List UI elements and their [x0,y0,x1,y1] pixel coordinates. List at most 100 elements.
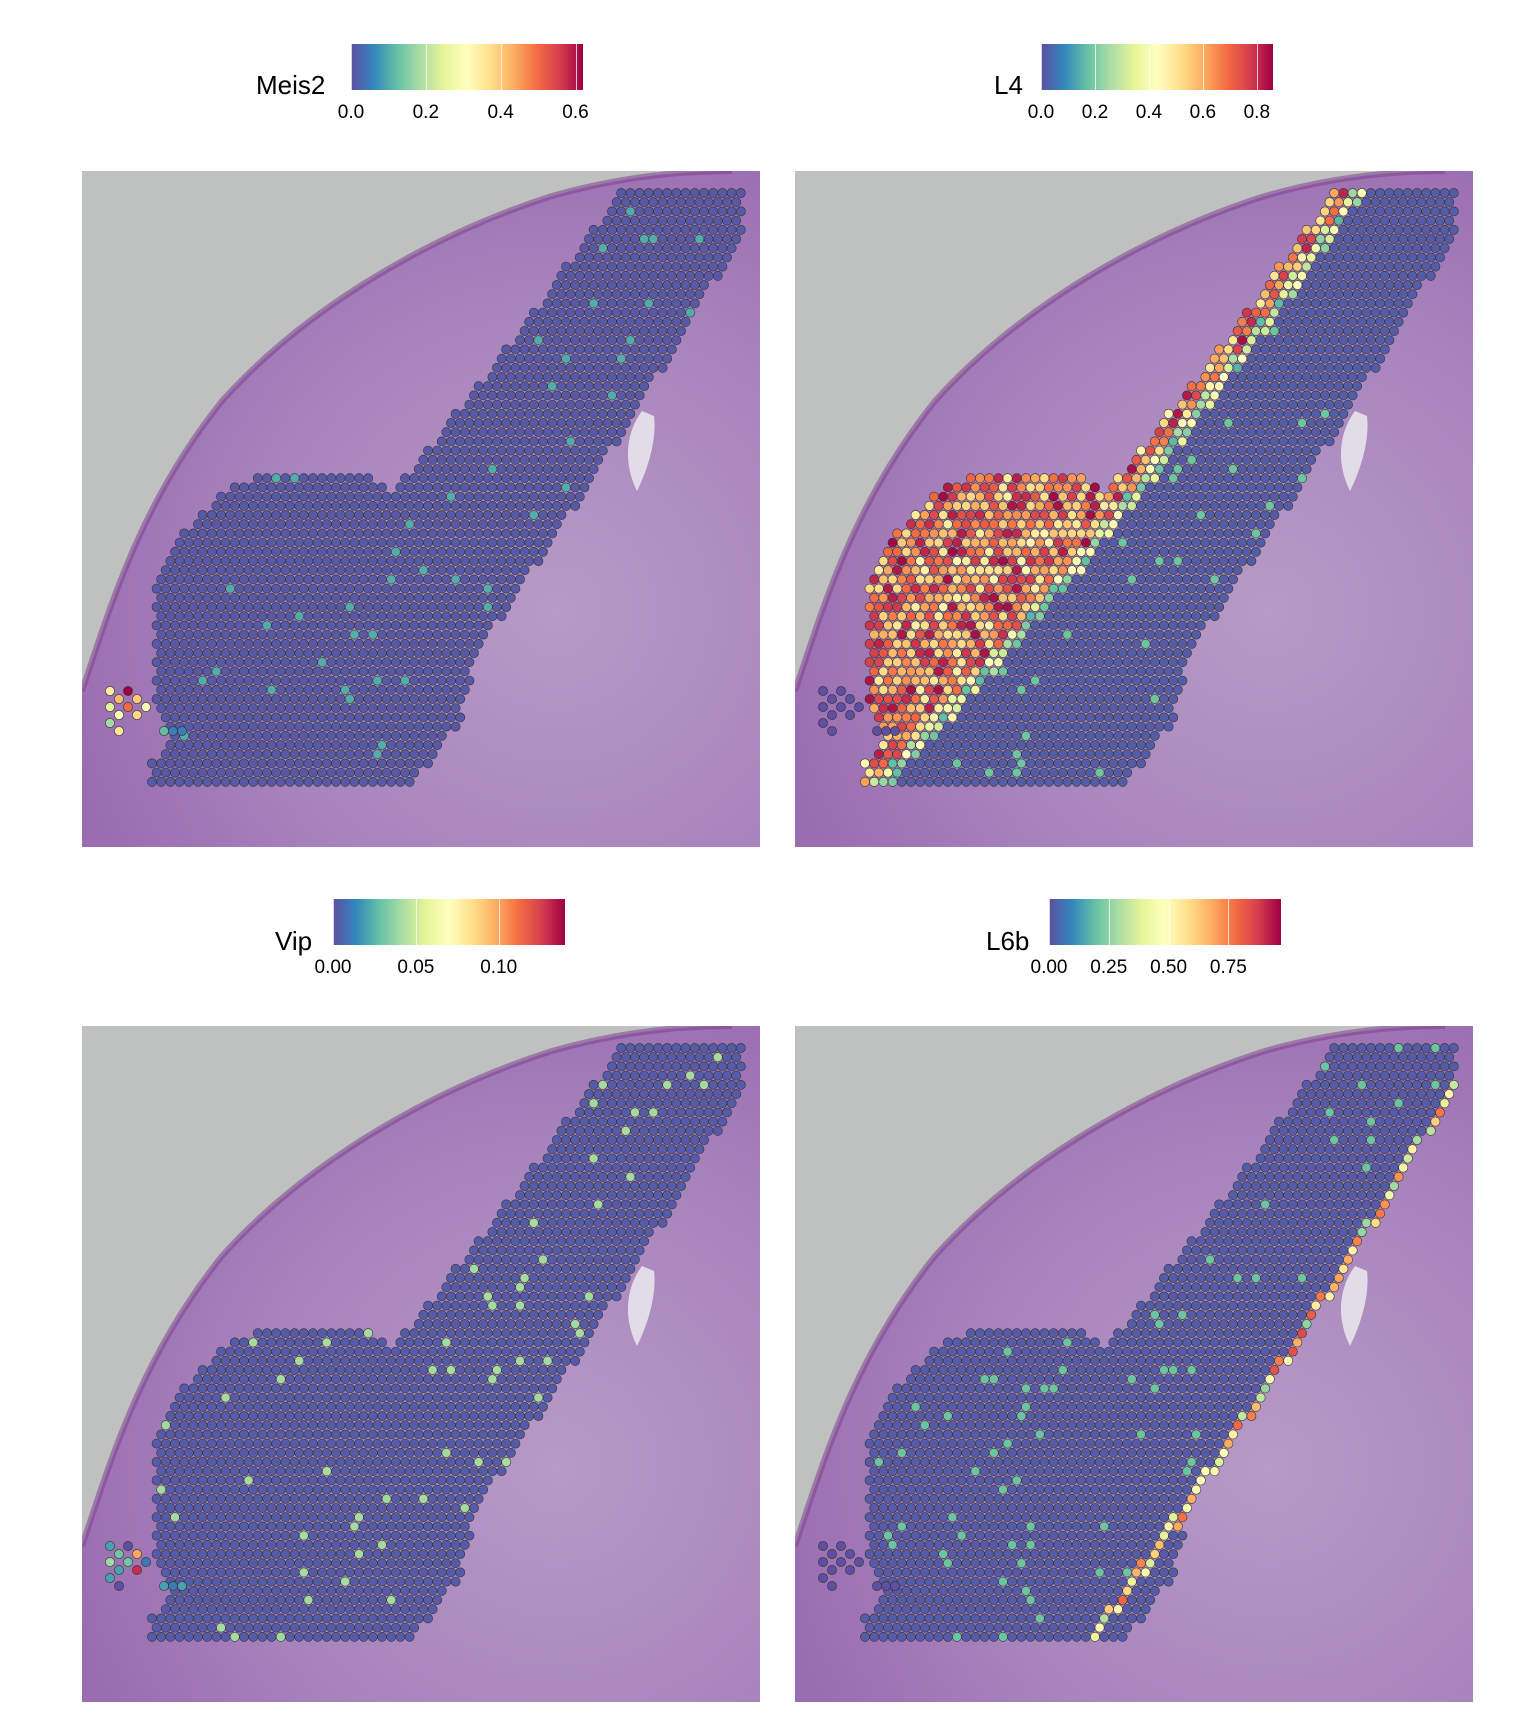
spot [427,602,438,612]
spot [1099,519,1110,530]
spot [1048,767,1059,778]
spot [298,1401,309,1412]
spot [160,1475,171,1486]
spot [1030,528,1041,539]
spot [1398,289,1409,300]
spot [400,1493,410,1504]
spot [326,528,337,539]
spot [648,344,659,355]
spot [441,592,452,603]
spot [538,326,548,336]
spot [257,721,268,732]
spot [275,556,286,566]
spot [1062,740,1073,750]
spot [243,1383,254,1394]
spot [524,500,535,511]
spot [501,1438,512,1449]
spot [630,1181,640,1191]
spot [344,1328,355,1339]
spot [528,1254,539,1265]
spot [487,611,498,622]
spot [478,464,489,474]
spot [377,519,387,530]
spot [881,726,891,736]
spot [1310,224,1321,235]
spot [579,353,590,364]
spot [331,482,341,493]
spot [1053,740,1064,750]
spot [515,1319,525,1329]
spot [616,316,627,327]
spot [547,528,558,539]
spot [538,491,548,502]
spot [202,556,213,566]
spot [321,519,332,530]
spot [648,1052,659,1063]
spot [1320,280,1330,290]
spot [1057,712,1068,723]
spot [193,1503,203,1513]
spot [308,528,318,539]
spot [1080,648,1091,658]
spot [335,657,346,668]
spot [450,500,461,511]
spot [450,611,461,622]
spot [358,740,369,750]
spot [542,464,553,474]
spot [409,473,420,484]
spot [160,694,171,704]
spot [588,390,599,401]
spot [1315,307,1326,318]
spot [1094,638,1105,649]
spot [1002,767,1013,778]
spot [367,1337,378,1348]
spot [423,445,433,456]
spot [551,1374,562,1385]
spot [1048,491,1059,502]
spatial-plot-svg [82,1026,760,1702]
spot [680,261,691,272]
spot [1016,684,1027,695]
spot [496,519,507,530]
spot [505,427,516,438]
spot [593,362,604,373]
spot [1172,666,1183,677]
spot [312,1355,323,1366]
spot [1264,408,1275,419]
spot [188,1493,199,1504]
spot [1310,427,1321,438]
spot [574,454,585,465]
spot [1044,684,1054,695]
spot [308,694,318,704]
spot [262,583,272,594]
spot [524,372,535,382]
spot [616,1227,627,1237]
spot [538,1401,548,1412]
spot [1347,316,1358,327]
spot [979,648,990,658]
spot [202,592,213,603]
spot [639,1070,650,1081]
spot [294,1466,305,1477]
spot [335,1420,346,1431]
spot [1255,445,1266,456]
spot [662,1098,673,1109]
spot [1310,335,1321,346]
spot [588,1153,599,1164]
spot [988,500,999,511]
spot [1048,730,1059,741]
spot [574,1199,585,1210]
spot [1393,243,1404,254]
spot [280,583,291,594]
spot [565,473,576,484]
spot [197,510,208,520]
spot [542,537,553,548]
spot [459,1447,470,1458]
spot [211,556,222,566]
spot [1007,519,1018,530]
spot [308,546,318,557]
spot [188,583,199,594]
spot [123,686,133,696]
spot [1113,730,1123,741]
spot [1375,261,1386,272]
